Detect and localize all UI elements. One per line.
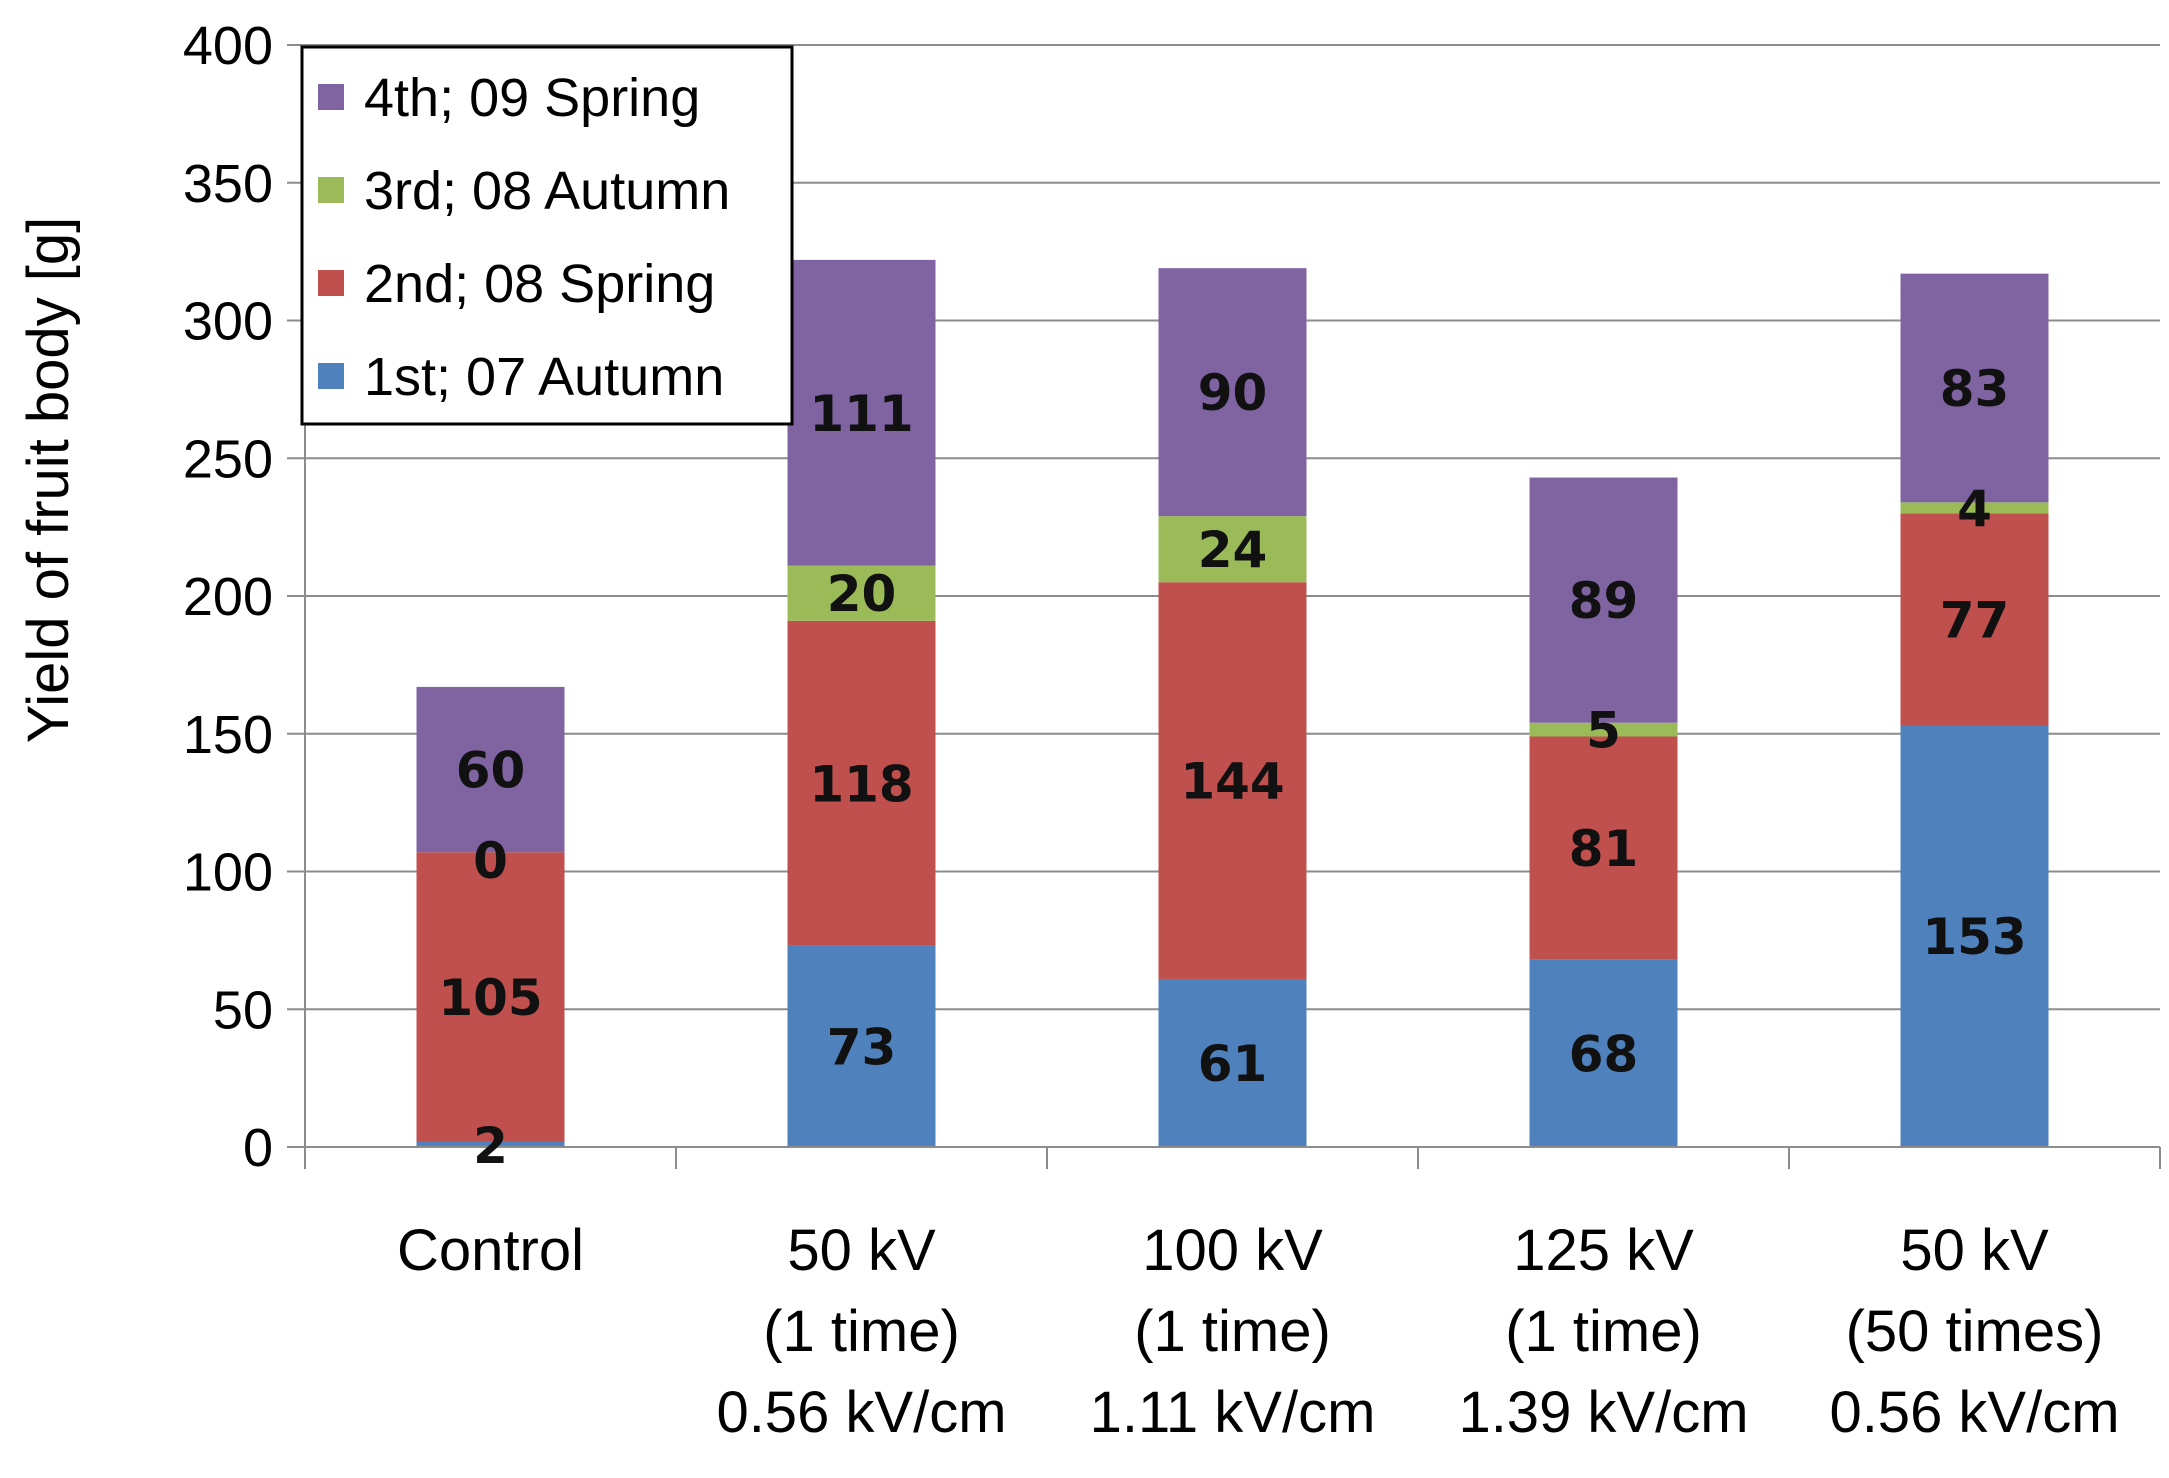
data-labels: 2 105 0 60 73 118 20 111 61 144 24 90 68 81 5 89 153 77 4 8… (438, 360, 2026, 1175)
bar-segment (416, 852, 565, 1142)
bar-segment (1900, 725, 2049, 1147)
x-category-label: (1 time) (1505, 1299, 1702, 1364)
x-category-label: 125 kV (1513, 1218, 1694, 1283)
y-tick-label: 50 (213, 980, 273, 1040)
x-category-label: 50 kV (787, 1218, 936, 1283)
data-label: 60 (456, 742, 526, 800)
data-label: 83 (1940, 360, 2010, 418)
bar-segment (1529, 959, 1678, 1147)
x-category-label: 0.56 kV/cm (716, 1380, 1006, 1445)
bar-segment (1529, 477, 1678, 723)
y-tick-label: 250 (183, 429, 273, 489)
data-label: 89 (1569, 572, 1639, 630)
data-label: 81 (1569, 820, 1639, 878)
legend-label: 3rd; 08 Autumn (364, 161, 730, 221)
x-category-label: (50 times) (1846, 1299, 2104, 1364)
y-tick-label: 300 (183, 292, 273, 352)
data-label: 5 (1586, 702, 1621, 760)
data-label: 24 (1198, 521, 1268, 579)
y-tick-label: 350 (183, 154, 273, 214)
x-category-label: 1.39 kV/cm (1458, 1380, 1748, 1445)
data-label: 144 (1180, 753, 1284, 811)
data-label: 105 (438, 969, 542, 1027)
x-category-label: (1 time) (763, 1299, 960, 1364)
data-label: 153 (1922, 908, 2026, 966)
legend-swatch (318, 177, 344, 203)
data-label: 61 (1198, 1035, 1268, 1093)
y-axis-title: Yield of fruit body [g] (16, 217, 81, 744)
data-label: 4 (1957, 480, 1992, 538)
bar-segment (787, 620, 936, 946)
data-label: 73 (827, 1018, 897, 1076)
data-label: 77 (1940, 591, 2010, 649)
x-category-label: 0.56 kV/cm (1829, 1380, 2119, 1445)
legend-label: 2nd; 08 Spring (364, 254, 715, 314)
x-category-label: (1 time) (1134, 1299, 1331, 1364)
x-category-label: Control (397, 1218, 584, 1283)
y-tick-label: 200 (183, 567, 273, 627)
data-label: 111 (809, 385, 913, 443)
x-category-label: 1.11 kV/cm (1090, 1380, 1376, 1445)
x-category-label: 50 kV (1900, 1218, 2049, 1283)
bars (416, 259, 2049, 1147)
y-tick-label: 400 (183, 16, 273, 76)
bar-segment (1158, 516, 1307, 583)
data-label: 20 (827, 565, 897, 623)
bar-segment (787, 565, 936, 621)
y-tick-label: 100 (183, 843, 273, 903)
bar-segment (416, 1141, 565, 1147)
data-label: 0 (473, 832, 508, 890)
bar-segment (1900, 502, 2049, 514)
data-label: 90 (1198, 364, 1268, 422)
bar-segment (1529, 722, 1678, 737)
bar-segment (1158, 582, 1307, 979)
legend-label: 1st; 07 Autumn (364, 347, 724, 407)
bar-segment (1158, 268, 1307, 517)
y-tick-label: 0 (243, 1118, 273, 1178)
bar-segment (1900, 513, 2049, 726)
bar-segment (787, 945, 936, 1147)
legend: 4th; 09 Spring 3rd; 08 Autumn 2nd; 08 Spri… (300, 45, 794, 426)
bar-segment (787, 259, 936, 566)
y-tick-label: 150 (183, 705, 273, 765)
x-category-label: 100 kV (1142, 1218, 1323, 1283)
data-label: 2 (473, 1117, 508, 1175)
legend-swatch (318, 363, 344, 389)
data-label: 68 (1569, 1025, 1639, 1083)
legend-box (300, 45, 794, 426)
bar-segment (1900, 273, 2049, 503)
legend-label: 4th; 09 Spring (364, 68, 700, 128)
data-label: 118 (809, 755, 913, 813)
legend-swatch (318, 84, 344, 110)
bar-segment (1158, 978, 1307, 1147)
bar-segment (416, 686, 565, 853)
bar-segment (1529, 736, 1678, 960)
legend-swatch (318, 270, 344, 296)
